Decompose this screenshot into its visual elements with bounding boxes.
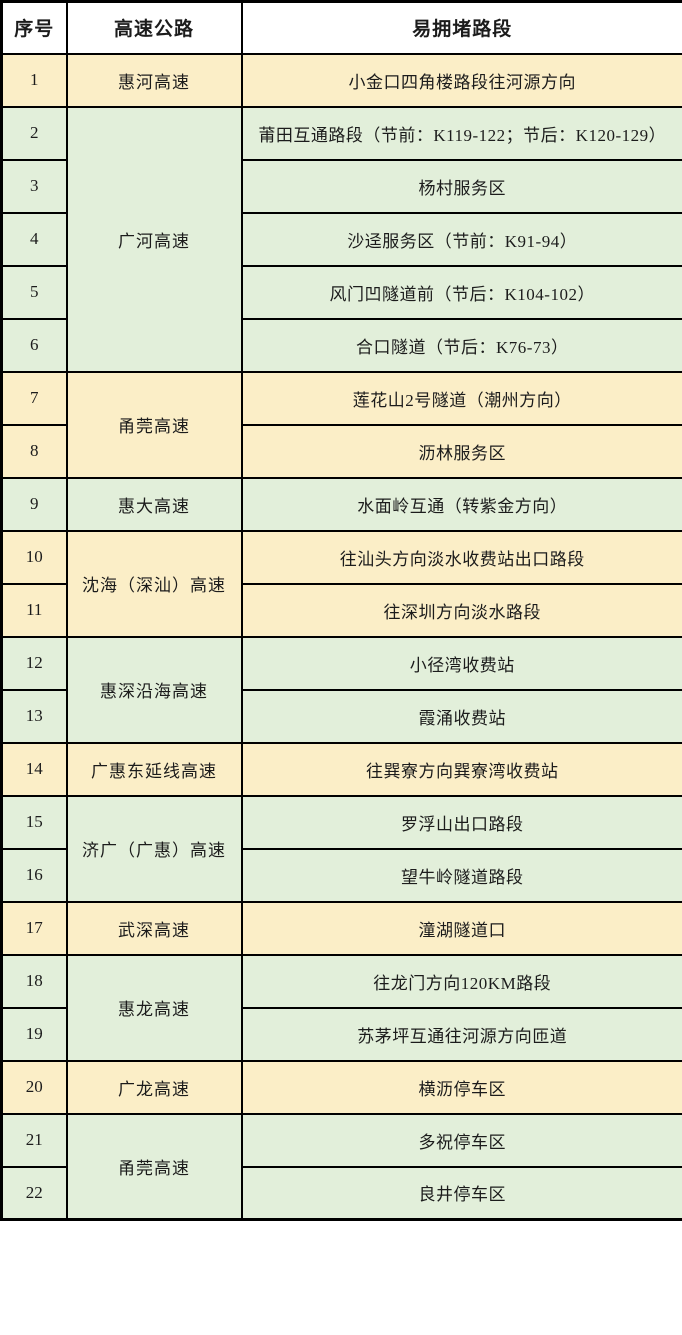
- row-number-cell: 8: [0, 423, 68, 479]
- table-row: 6 合口隧道（节后：K76-73）: [0, 317, 682, 373]
- row-number-cell: 9: [0, 476, 68, 532]
- row-number-cell: 20: [0, 1059, 68, 1115]
- section-cell: 良井停车区: [240, 1165, 682, 1221]
- section-cell: 合口隧道（节后：K76-73）: [240, 317, 682, 373]
- row-number-cell: 22: [0, 1165, 68, 1221]
- row-number-cell: 7: [0, 370, 68, 426]
- row-number-cell: 18: [0, 953, 68, 1009]
- table-row: 4 沙迳服务区（节前：K91-94）: [0, 211, 682, 267]
- row-number-cell: 12: [0, 635, 68, 691]
- row-number-cell: 13: [0, 688, 68, 744]
- row-number-cell: 3: [0, 158, 68, 214]
- table-body: 1 惠河高速 小金口四角楼路段往河源方向 2 广河高速 莆田互通路段（节前：K119-12…: [0, 52, 682, 1221]
- row-number-cell: 5: [0, 264, 68, 320]
- section-cell: 沙迳服务区（节前：K91-94）: [240, 211, 682, 267]
- row-number-cell: 1: [0, 52, 68, 108]
- table-row: 21 甬莞高速 多祝停车区: [0, 1112, 682, 1221]
- section-cell: 横沥停车区: [240, 1059, 682, 1115]
- table-row: 3 杨村服务区: [0, 158, 682, 214]
- highway-cell: 武深高速: [65, 900, 243, 956]
- section-cell: 潼湖隧道口: [240, 900, 682, 956]
- table-row: 15 济广（广惠）高速 罗浮山出口路段: [0, 794, 682, 903]
- table-row: 18 惠龙高速 往龙门方向120KM路段: [0, 953, 682, 1062]
- table-row: 19 苏茅坪互通往河源方向匝道: [0, 1006, 682, 1062]
- table-header: 序号 高速公路 易拥堵路段: [0, 0, 682, 55]
- section-cell: 往汕头方向淡水收费站出口路段: [240, 529, 682, 585]
- table-row: 11 往深圳方向淡水路段: [0, 582, 682, 638]
- table-row: 16 望牛岭隧道路段: [0, 847, 682, 903]
- section-cell: 沥林服务区: [240, 423, 682, 479]
- col-header-index: 序号: [0, 0, 68, 55]
- section-cell: 小径湾收费站: [240, 635, 682, 691]
- row-number-cell: 15: [0, 794, 68, 850]
- header-row: 序号 高速公路 易拥堵路段: [0, 0, 682, 55]
- table-row: 20 广龙高速 横沥停车区: [0, 1059, 682, 1115]
- row-number-cell: 10: [0, 529, 68, 585]
- section-cell: 风门凹隧道前（节后：K104-102）: [240, 264, 682, 320]
- section-cell: 多祝停车区: [240, 1112, 682, 1168]
- section-cell: 莆田互通路段（节前：K119-122；节后：K120-129）: [240, 105, 682, 161]
- highway-cell: 惠深沿海高速: [65, 635, 243, 744]
- highway-cell: 广惠东延线高速: [65, 741, 243, 797]
- highway-cell: 广龙高速: [65, 1059, 243, 1115]
- table-row: 10 沈海（深汕）高速 往汕头方向淡水收费站出口路段: [0, 529, 682, 638]
- col-header-highway: 高速公路: [65, 0, 243, 55]
- highway-cell: 甬莞高速: [65, 1112, 243, 1221]
- table-row: 13 霞涌收费站: [0, 688, 682, 744]
- table-row: 8 沥林服务区: [0, 423, 682, 479]
- highway-cell: 济广（广惠）高速: [65, 794, 243, 903]
- table-row: 5 风门凹隧道前（节后：K104-102）: [0, 264, 682, 320]
- row-number-cell: 11: [0, 582, 68, 638]
- section-cell: 苏茅坪互通往河源方向匝道: [240, 1006, 682, 1062]
- table-row: 12 惠深沿海高速 小径湾收费站: [0, 635, 682, 744]
- section-cell: 往深圳方向淡水路段: [240, 582, 682, 638]
- row-number-cell: 21: [0, 1112, 68, 1168]
- row-number-cell: 16: [0, 847, 68, 903]
- highway-cell: 广河高速: [65, 105, 243, 373]
- row-number-cell: 2: [0, 105, 68, 161]
- section-cell: 往巽寮方向巽寮湾收费站: [240, 741, 682, 797]
- congestion-table: 序号 高速公路 易拥堵路段 1 惠河高速 小金口四角楼路段往河源方向 2 广河高速 莆田互…: [0, 0, 682, 1221]
- section-cell: 霞涌收费站: [240, 688, 682, 744]
- highway-cell: 惠大高速: [65, 476, 243, 532]
- table-row: 7 甬莞高速 莲花山2号隧道（潮州方向）: [0, 370, 682, 479]
- section-cell: 莲花山2号隧道（潮州方向）: [240, 370, 682, 426]
- highway-cell: 惠河高速: [65, 52, 243, 108]
- section-cell: 小金口四角楼路段往河源方向: [240, 52, 682, 108]
- highway-cell: 惠龙高速: [65, 953, 243, 1062]
- row-number-cell: 14: [0, 741, 68, 797]
- row-number-cell: 19: [0, 1006, 68, 1062]
- row-number-cell: 4: [0, 211, 68, 267]
- row-number-cell: 6: [0, 317, 68, 373]
- table-row: 17 武深高速 潼湖隧道口: [0, 900, 682, 956]
- table-row: 2 广河高速 莆田互通路段（节前：K119-122；节后：K120-129）: [0, 105, 682, 373]
- section-cell: 望牛岭隧道路段: [240, 847, 682, 903]
- section-cell: 往龙门方向120KM路段: [240, 953, 682, 1009]
- row-number-cell: 17: [0, 900, 68, 956]
- table-row: 9 惠大高速 水面岭互通（转紫金方向）: [0, 476, 682, 532]
- highway-cell: 甬莞高速: [65, 370, 243, 479]
- table-row: 14 广惠东延线高速 往巽寮方向巽寮湾收费站: [0, 741, 682, 797]
- table-row: 1 惠河高速 小金口四角楼路段往河源方向: [0, 52, 682, 108]
- section-cell: 杨村服务区: [240, 158, 682, 214]
- col-header-section: 易拥堵路段: [240, 0, 682, 55]
- highway-cell: 沈海（深汕）高速: [65, 529, 243, 638]
- section-cell: 水面岭互通（转紫金方向）: [240, 476, 682, 532]
- section-cell: 罗浮山出口路段: [240, 794, 682, 850]
- table-row: 22 良井停车区: [0, 1165, 682, 1221]
